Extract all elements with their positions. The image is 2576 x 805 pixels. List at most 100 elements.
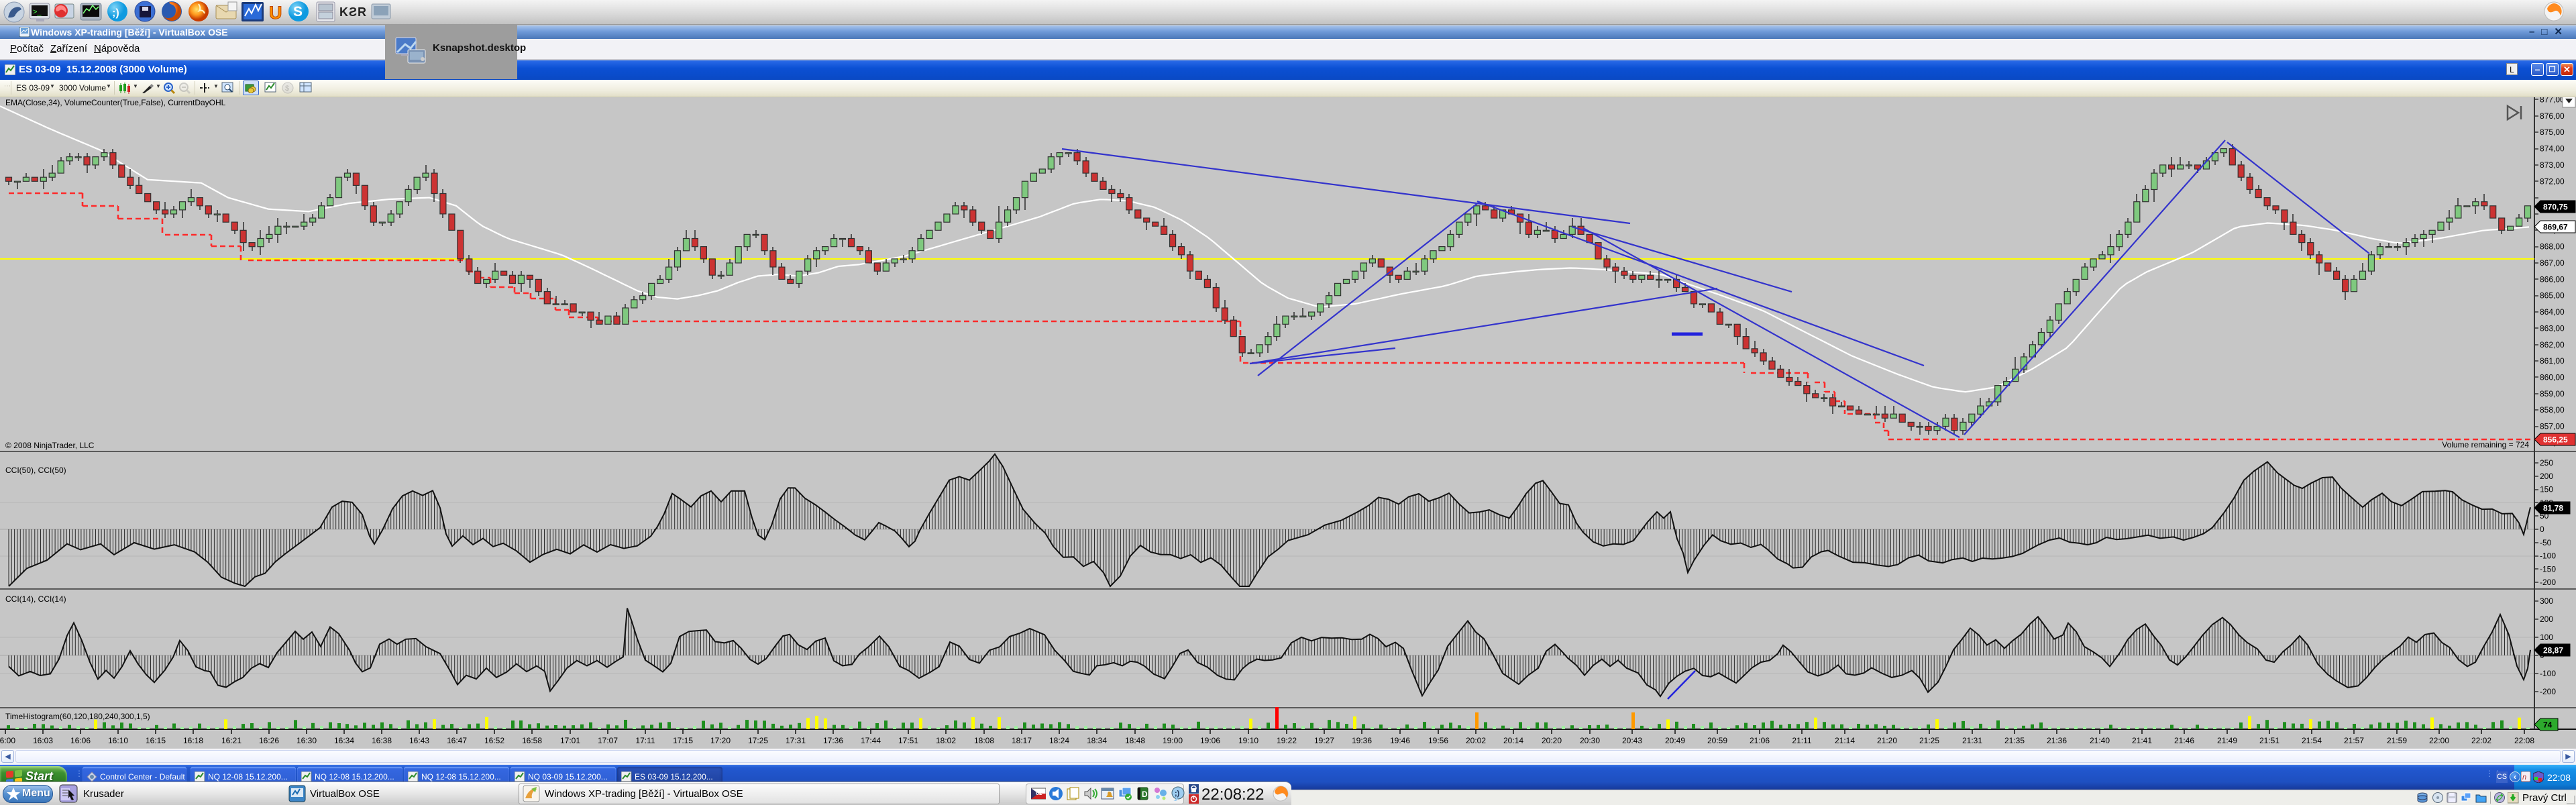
svg-text:877,00: 877,00 — [2540, 95, 2565, 105]
svg-text:U: U — [269, 3, 282, 23]
svg-text:21:40: 21:40 — [2090, 736, 2110, 745]
svg-text:17:25: 17:25 — [748, 736, 768, 745]
svg-text:21:25: 21:25 — [1919, 736, 1939, 745]
svg-text:870,75: 870,75 — [2543, 203, 2568, 212]
svg-text:17:01: 17:01 — [560, 736, 580, 745]
svg-text:21:11: 21:11 — [1792, 736, 1811, 745]
svg-text:867,00: 867,00 — [2540, 258, 2565, 268]
svg-text:28,87: 28,87 — [2543, 646, 2563, 655]
svg-text:18:17: 18:17 — [1012, 736, 1032, 745]
svg-text:-150: -150 — [2540, 564, 2556, 574]
svg-text:16:18: 16:18 — [183, 736, 203, 745]
svg-text:© 2008 NinjaTrader, LLC: © 2008 NinjaTrader, LLC — [5, 441, 95, 450]
svg-text:-50: -50 — [2540, 538, 2552, 547]
svg-text:16:26: 16:26 — [259, 736, 279, 745]
svg-text:16:58: 16:58 — [522, 736, 542, 745]
svg-text:16:52: 16:52 — [484, 736, 504, 745]
svg-text:20:43: 20:43 — [1622, 736, 1642, 745]
svg-text:21:35: 21:35 — [2004, 736, 2025, 745]
svg-text:-200: -200 — [2540, 578, 2556, 587]
svg-text:22:08: 22:08 — [2514, 736, 2534, 745]
svg-text:865,00: 865,00 — [2540, 291, 2565, 301]
svg-text:>_: >_ — [33, 8, 42, 16]
svg-text:-200: -200 — [2540, 687, 2556, 696]
svg-text:20:49: 20:49 — [1665, 736, 1685, 745]
svg-text:19:00: 19:00 — [1163, 736, 1183, 745]
svg-text:21:57: 21:57 — [2344, 736, 2364, 745]
svg-text:16:47: 16:47 — [447, 736, 467, 745]
svg-text:16:34: 16:34 — [334, 736, 354, 745]
svg-text:16:00: 16:00 — [0, 736, 15, 745]
svg-text:20:02: 20:02 — [1466, 736, 1486, 745]
svg-text:864,00: 864,00 — [2540, 307, 2565, 317]
svg-text:19:06: 19:06 — [1200, 736, 1220, 745]
svg-text:18:02: 18:02 — [936, 736, 956, 745]
svg-text:300: 300 — [2540, 596, 2553, 606]
svg-text:;): ;) — [112, 7, 119, 19]
svg-text:16:21: 16:21 — [221, 736, 241, 745]
svg-text:17:07: 17:07 — [598, 736, 618, 745]
svg-text:872,00: 872,00 — [2540, 176, 2565, 186]
svg-text:250: 250 — [2540, 458, 2553, 468]
svg-text:20:30: 20:30 — [1580, 736, 1600, 745]
svg-text:cz: cz — [1036, 790, 1042, 796]
svg-text:CCI(50), CCI(50): CCI(50), CCI(50) — [5, 466, 66, 475]
svg-text:20:59: 20:59 — [1707, 736, 1727, 745]
svg-text:TimeHistogram(60,120,180,240,3: TimeHistogram(60,120,180,240,300,1,5) — [5, 712, 150, 721]
svg-text:19:46: 19:46 — [1390, 736, 1410, 745]
svg-text:16:30: 16:30 — [297, 736, 317, 745]
svg-text:19:36: 19:36 — [1352, 736, 1372, 745]
svg-text:17:36: 17:36 — [823, 736, 843, 745]
svg-text:16:43: 16:43 — [409, 736, 429, 745]
svg-text:20:20: 20:20 — [1542, 736, 1562, 745]
svg-text:16:10: 16:10 — [108, 736, 128, 745]
svg-text:861,00: 861,00 — [2540, 356, 2565, 366]
svg-text:857,00: 857,00 — [2540, 422, 2565, 431]
svg-text:17:51: 17:51 — [898, 736, 918, 745]
svg-text:18:24: 18:24 — [1049, 736, 1069, 745]
svg-text:21:41: 21:41 — [2132, 736, 2152, 745]
svg-text:856,25: 856,25 — [2543, 435, 2568, 445]
svg-text:16:15: 16:15 — [146, 736, 166, 745]
svg-text:0: 0 — [2540, 525, 2544, 534]
svg-text:n: n — [2522, 773, 2526, 782]
svg-text:21:59: 21:59 — [2387, 736, 2407, 745]
svg-text:862,00: 862,00 — [2540, 340, 2565, 350]
svg-text:81,78: 81,78 — [2543, 504, 2563, 513]
svg-text:100: 100 — [2540, 633, 2553, 642]
svg-text:874,00: 874,00 — [2540, 144, 2565, 154]
svg-text:17:31: 17:31 — [786, 736, 806, 745]
svg-text:869,67: 869,67 — [2543, 223, 2568, 232]
svg-text:74: 74 — [2543, 720, 2553, 730]
svg-text:858,00: 858,00 — [2540, 405, 2565, 415]
svg-text:860,00: 860,00 — [2540, 372, 2565, 382]
svg-text:KƧR: KƧR — [339, 5, 367, 19]
svg-text:863,00: 863,00 — [2540, 323, 2565, 333]
svg-text:866,00: 866,00 — [2540, 274, 2565, 284]
svg-text:150: 150 — [2540, 485, 2553, 494]
svg-text:$: $ — [285, 85, 289, 93]
svg-text:21:31: 21:31 — [1962, 736, 1982, 745]
svg-text:21:49: 21:49 — [2217, 736, 2237, 745]
svg-text:19:56: 19:56 — [1428, 736, 1448, 745]
svg-text:18:48: 18:48 — [1125, 736, 1145, 745]
svg-text:Volume remaining = 724: Volume remaining = 724 — [2442, 440, 2529, 449]
svg-text:200: 200 — [2540, 472, 2553, 481]
svg-text:16:38: 16:38 — [372, 736, 392, 745]
svg-text:-100: -100 — [2540, 551, 2556, 561]
svg-text:;): ;) — [1175, 790, 1180, 798]
svg-text:CCI(14), CCI(14): CCI(14), CCI(14) — [5, 594, 66, 604]
svg-text:859,00: 859,00 — [2540, 389, 2565, 398]
svg-text:21:46: 21:46 — [2174, 736, 2194, 745]
svg-text:18:08: 18:08 — [974, 736, 994, 745]
svg-text:200: 200 — [2540, 614, 2553, 624]
svg-text:19:27: 19:27 — [1314, 736, 1334, 745]
svg-text:16:06: 16:06 — [70, 736, 91, 745]
svg-text:16:03: 16:03 — [33, 736, 53, 745]
svg-text:19:10: 19:10 — [1238, 736, 1258, 745]
svg-text:21:06: 21:06 — [1750, 736, 1770, 745]
svg-text:17:11: 17:11 — [635, 736, 655, 745]
svg-text:17:44: 17:44 — [861, 736, 881, 745]
svg-text:EMA(Close,34), VolumeCounter(T: EMA(Close,34), VolumeCounter(True,False)… — [5, 98, 226, 107]
svg-text:21:36: 21:36 — [2047, 736, 2067, 745]
